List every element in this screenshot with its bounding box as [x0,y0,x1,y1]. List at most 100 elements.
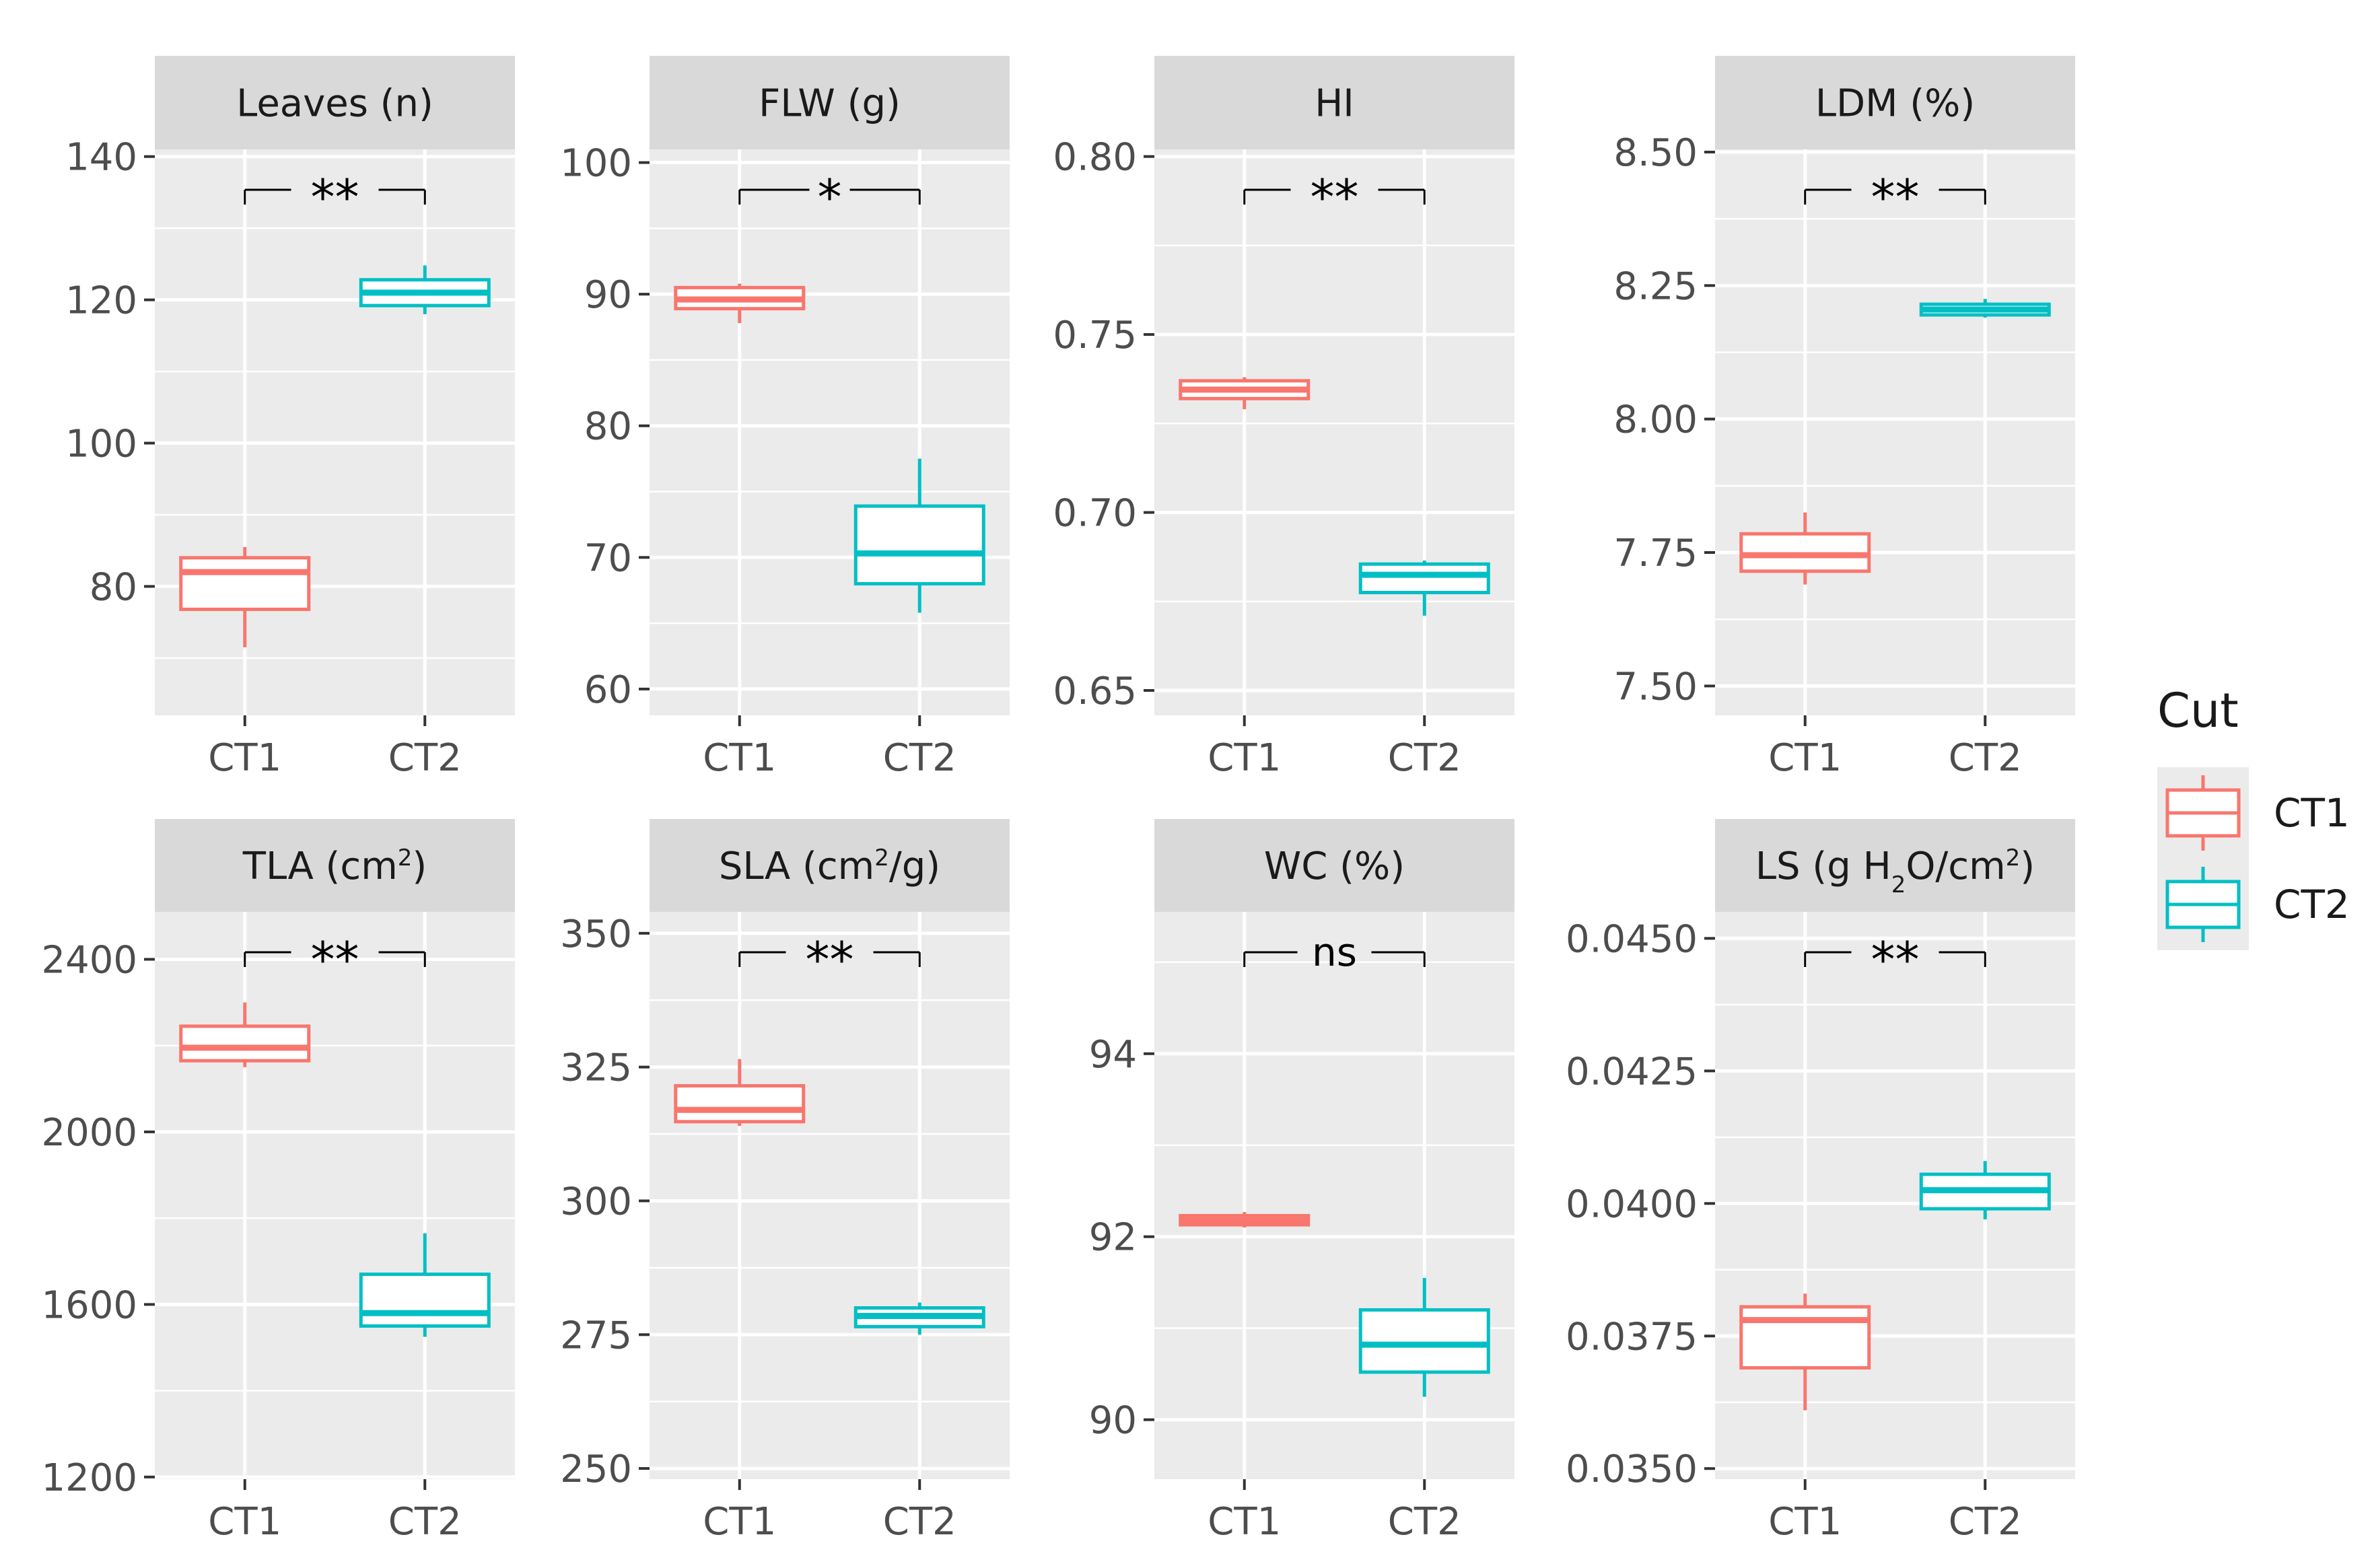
y-tick-label: 2400 [41,939,137,983]
facet-strip [155,819,515,912]
significance-bracket: ** [244,169,426,225]
significance-bracket: ** [1804,169,1986,225]
significance-label: ns [1312,929,1357,975]
box-iqr [179,1024,311,1063]
facet-title-part: LS (g H [1755,845,1891,888]
facet-panel-1: Leaves (n) 80 100 120 140 CT1 CT2 ** [65,56,515,780]
facet-title-part: /g) [889,845,940,888]
facet-panel-5: TLA (cm2) 1200 1600 2000 2400 CT1 CT2 ** [41,819,515,1544]
panel-background [650,912,1010,1479]
y-tick-label: 0.0425 [1566,1050,1698,1094]
facet-title: SLA (cm2/g) [719,845,940,888]
facet-strip [1715,819,2075,912]
facet-title: FLW (g) [759,82,901,126]
x-tick-label: CT2 [1949,736,2022,780]
y-tick-label: 70 [584,536,632,580]
x-tick-label: CT1 [1768,736,1842,780]
y-tick-label: 0.0375 [1566,1315,1698,1359]
facet-strip [155,56,515,149]
panel-background [1715,149,2075,715]
box-ct1 [674,1059,806,1127]
box-ct2 [1358,1277,1490,1397]
y-tick-label: 1200 [41,1456,137,1500]
x-tick-label: CT2 [388,1500,462,1544]
box-ct1 [1739,1293,1871,1411]
y-tick-label: 8.50 [1613,131,1698,175]
facet-title: LDM (%) [1815,82,1975,126]
legend-item-ct2: CT2 [2157,859,2350,950]
legend: Cut CT1 CT2 [2157,683,2350,950]
y-tick-label: 60 [584,668,632,712]
x-tick-label: CT1 [1208,736,1281,780]
facet-strip [650,56,1010,149]
box-iqr [674,1083,806,1124]
y-tick-label: 92 [1089,1216,1137,1260]
y-tick-label: 90 [584,273,632,317]
legend-label: CT2 [2274,882,2350,927]
x-tick-label: CT1 [1208,1500,1281,1544]
facet-panel-3: HI 0.65 0.70 0.75 0.80 CT1 CT2 ** [1053,56,1514,780]
box-iqr [853,504,985,585]
x-tick-label: CT1 [1768,1500,1842,1544]
y-tick-label: 0.0400 [1566,1182,1698,1226]
box-ct1 [1179,377,1311,410]
x-tick-label: CT2 [883,736,956,780]
y-tick-label: 94 [1089,1033,1137,1077]
significance-label: ** [1871,931,1920,988]
x-tick-label: CT2 [388,736,462,780]
facet-title-part: O/cm [1906,845,2005,888]
box-iqr [359,1272,491,1328]
y-tick-label: 0.75 [1053,314,1137,357]
significance-bracket: ns [1243,929,1426,975]
panel-background [1154,912,1514,1479]
y-tick-label: 80 [584,405,632,449]
facet-title-superscript: 2 [874,845,889,871]
facet-title: WC (%) [1264,845,1405,888]
box-ct2 [1919,1161,2051,1219]
y-tick-label: 7.75 [1613,532,1698,575]
facet-strip [1154,819,1514,912]
facet-title: LS (g H2O/cm2) [1755,845,2035,898]
box-ct2 [359,1233,491,1337]
facet-title-superscript: 2 [398,845,413,871]
facet-panel-4: LDM (%) 7.50 7.75 8.00 8.25 8.50 CT1 CT2 ** [1613,56,2075,780]
y-tick-label: 100 [65,422,137,466]
y-tick-label: 120 [65,279,137,323]
y-tick-label: 250 [560,1448,632,1491]
facet-strip [1715,56,2075,149]
box-iqr [1358,562,1490,595]
facet-panel-7: WC (%) 90 92 94 CT1 CT2 ns [1089,819,1514,1544]
significance-label: ** [311,169,359,225]
facet-strip [1154,56,1514,149]
facet-title: HI [1315,82,1354,126]
box-ct2 [853,1302,985,1335]
panel-background [155,912,515,1479]
legend-label: CT1 [2274,790,2350,836]
significance-bracket: * [738,169,921,225]
facet-title-subscript: 2 [1891,871,1906,898]
y-tick-label: 0.80 [1053,136,1137,180]
box-ct2 [1919,299,2051,318]
facet-title-part: ) [2020,845,2035,888]
y-tick-label: 100 [560,142,632,186]
box-ct1 [179,546,311,647]
x-tick-label: CT2 [1949,1500,2022,1544]
y-tick-label: 0.65 [1053,670,1137,713]
box-ct2 [853,458,985,613]
facet-title-part: SLA (cm [719,845,874,888]
y-tick-label: 0.70 [1053,492,1137,536]
x-tick-label: CT2 [1388,1500,1461,1544]
significance-label: ** [806,931,854,988]
facet-title-superscript: 2 [2006,845,2021,871]
facet-title-part: ) [412,845,427,888]
box-iqr [1739,1305,1871,1370]
y-tick-label: 140 [65,136,137,180]
panel-background [650,149,1010,715]
y-tick-label: 300 [560,1180,632,1223]
significance-bracket: ** [244,931,426,988]
significance-bracket: ** [738,931,921,988]
y-tick-label: 350 [560,913,632,956]
box-ct1 [1739,512,1871,585]
legend-item-ct1: CT1 [2157,767,2350,859]
